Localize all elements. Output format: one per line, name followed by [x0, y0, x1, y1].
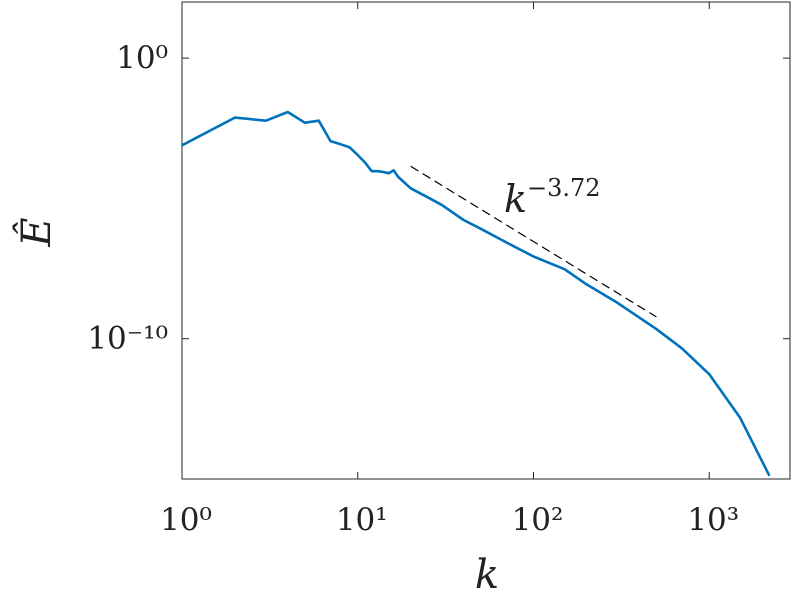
- x-tick-label: 10⁰: [160, 502, 212, 538]
- annotation-base: k: [504, 177, 527, 221]
- plot-area: [181, 1, 791, 480]
- reference-line: [410, 165, 657, 318]
- x-axis-label: k: [475, 552, 499, 593]
- y-axis-label: Ê: [13, 217, 60, 247]
- data-line: [182, 110, 771, 477]
- annotation: k−3.72: [504, 174, 601, 221]
- x-tick-label: 10³: [687, 502, 739, 538]
- x-tick-label: 10¹: [336, 502, 388, 538]
- x-tick-label: 10²: [512, 502, 564, 538]
- annotation-exponent: −3.72: [527, 174, 601, 202]
- y-tick-label: 10⁰: [116, 40, 168, 76]
- y-tick-label: 10⁻¹⁰: [87, 321, 168, 357]
